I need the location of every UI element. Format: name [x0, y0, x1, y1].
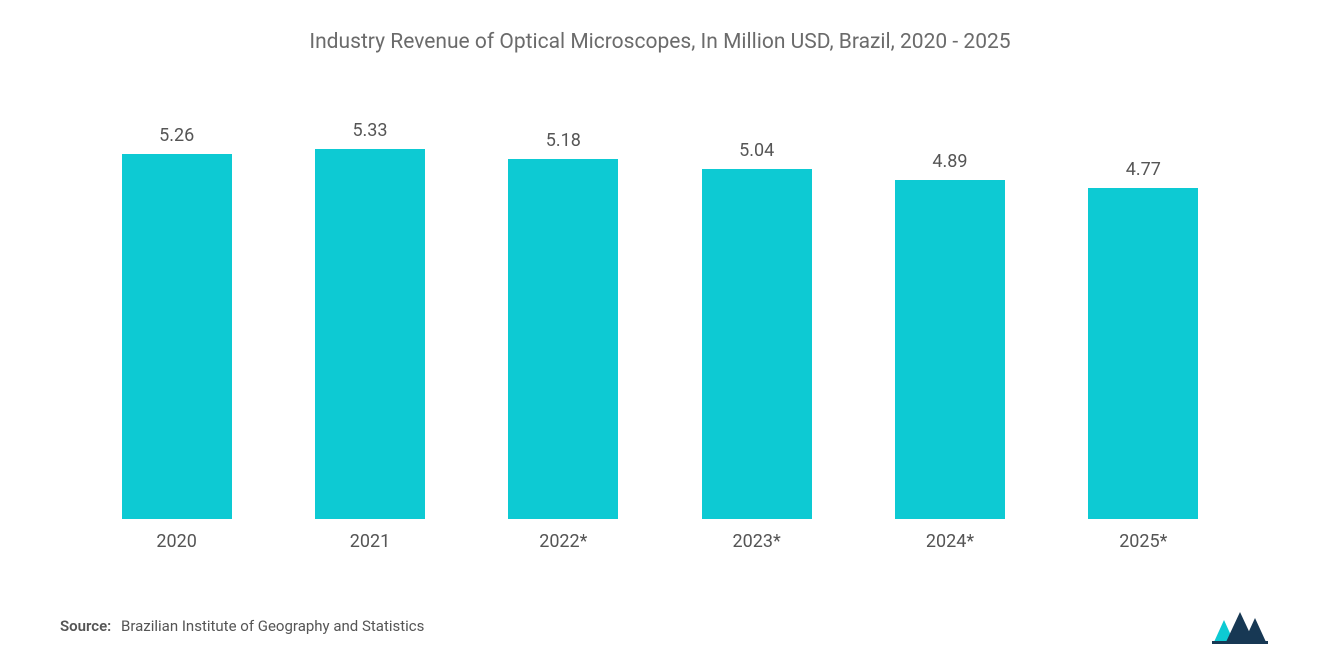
bar — [1088, 188, 1198, 519]
bar-value-label: 5.33 — [352, 120, 387, 141]
chart-footer: Source: Brazilian Institute of Geography… — [50, 607, 1270, 645]
bar-value-label: 5.18 — [546, 130, 581, 151]
source-line: Source: Brazilian Institute of Geography… — [60, 617, 424, 635]
mordor-logo-icon — [1212, 608, 1268, 644]
x-axis: 2020 2021 2022* 2023* 2024* 2025* — [50, 519, 1270, 552]
source-label: Source: — [60, 617, 111, 635]
x-axis-label: 2025* — [1047, 531, 1240, 552]
bar-value-label: 5.04 — [739, 140, 774, 161]
bar — [315, 149, 425, 519]
bar-group: 5.18 — [467, 89, 660, 519]
bar — [508, 159, 618, 519]
x-axis-label: 2024* — [853, 531, 1046, 552]
x-axis-label: 2020 — [80, 531, 273, 552]
x-axis-label: 2021 — [273, 531, 466, 552]
chart-container: Industry Revenue of Optical Microscopes,… — [0, 0, 1320, 665]
bar — [702, 169, 812, 519]
bar-group: 4.77 — [1047, 89, 1240, 519]
bar-group: 5.33 — [273, 89, 466, 519]
bar-group: 5.04 — [660, 89, 853, 519]
x-axis-label: 2022* — [467, 531, 660, 552]
bar-value-label: 4.89 — [932, 151, 967, 172]
bar — [895, 180, 1005, 519]
bar-value-label: 5.26 — [159, 125, 194, 146]
bar-group: 5.26 — [80, 89, 273, 519]
bar-group: 4.89 — [853, 89, 1046, 519]
bar-value-label: 4.77 — [1126, 159, 1161, 180]
brand-logo — [1210, 607, 1270, 645]
source-text: Brazilian Institute of Geography and Sta… — [121, 617, 424, 635]
chart-plot-area: 5.26 5.33 5.18 5.04 4.89 4.77 — [50, 89, 1270, 519]
bar — [122, 154, 232, 519]
chart-title: Industry Revenue of Optical Microscopes,… — [50, 30, 1270, 54]
x-axis-label: 2023* — [660, 531, 853, 552]
